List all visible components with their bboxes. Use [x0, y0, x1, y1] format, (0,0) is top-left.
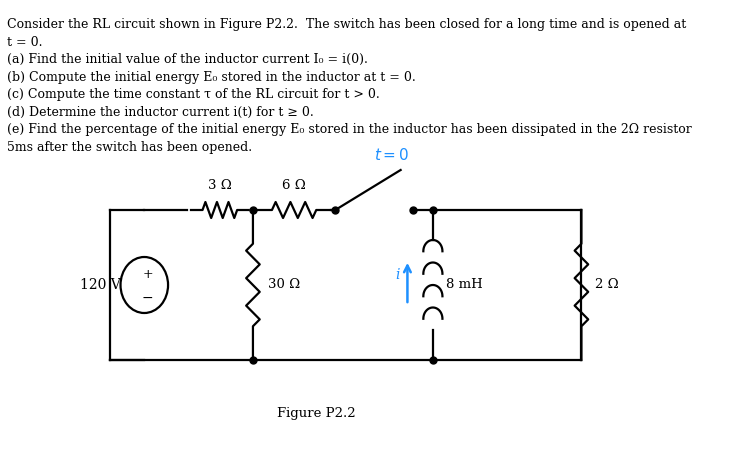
- Text: t = 0.: t = 0.: [7, 35, 43, 48]
- Text: (a) Find the initial value of the inductor current I₀ = i(0).: (a) Find the initial value of the induct…: [7, 53, 368, 66]
- Text: 3 Ω: 3 Ω: [208, 179, 232, 192]
- Text: Consider the RL circuit shown in Figure P2.2.  The switch has been closed for a : Consider the RL circuit shown in Figure …: [7, 18, 686, 31]
- Text: (e) Find the percentage of the initial energy E₀ stored in the inductor has been: (e) Find the percentage of the initial e…: [7, 123, 692, 136]
- Text: 8 mH: 8 mH: [446, 278, 483, 291]
- Text: (b) Compute the initial energy E₀ stored in the inductor at t = 0.: (b) Compute the initial energy E₀ stored…: [7, 70, 416, 84]
- Text: −: −: [142, 291, 154, 305]
- Text: (c) Compute the time constant τ of the RL circuit for t > 0.: (c) Compute the time constant τ of the R…: [7, 88, 380, 101]
- Text: (d) Determine the inductor current i(t) for t ≥ 0.: (d) Determine the inductor current i(t) …: [7, 106, 313, 119]
- Text: Figure P2.2: Figure P2.2: [278, 408, 356, 421]
- Text: 5ms after the switch has been opened.: 5ms after the switch has been opened.: [7, 141, 252, 154]
- Text: 30 Ω: 30 Ω: [269, 278, 301, 291]
- Text: 2 Ω: 2 Ω: [595, 278, 618, 291]
- Text: 120 V: 120 V: [80, 278, 121, 292]
- Text: $t = 0$: $t = 0$: [374, 147, 409, 163]
- Text: 6 Ω: 6 Ω: [282, 179, 306, 192]
- Text: i: i: [395, 268, 400, 282]
- Text: +: +: [142, 268, 153, 281]
